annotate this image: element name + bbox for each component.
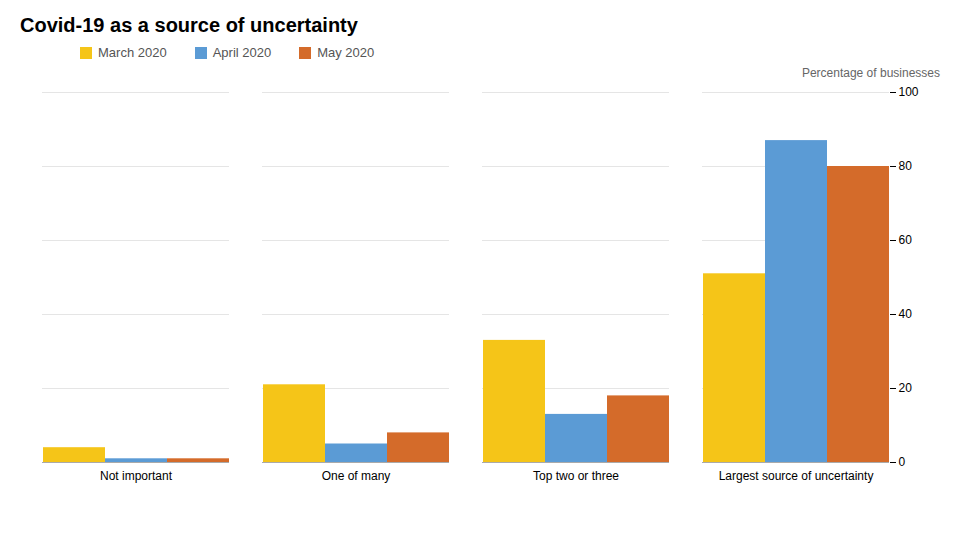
- svg-text:Largest source of uncertainty: Largest source of uncertainty: [719, 469, 874, 483]
- svg-text:Top two or three: Top two or three: [533, 469, 619, 483]
- svg-text:0: 0: [899, 455, 906, 469]
- html-text:March 2020: March 2020: [98, 45, 167, 60]
- svg-text:20: 20: [899, 381, 913, 395]
- html-text:April 2020: April 2020: [212, 45, 272, 60]
- svg-text:60: 60: [899, 233, 913, 247]
- svg-text:Not important: Not important: [100, 469, 173, 483]
- svg-text:40: 40: [899, 307, 913, 321]
- html-text:May 2020: May 2020: [317, 45, 375, 60]
- svg-text:80: 80: [899, 159, 913, 173]
- svg-text:One of many: One of many: [322, 469, 391, 483]
- html-text:Covid-19 as a source of uncert: Covid-19 as a source of uncertainty: [20, 14, 358, 36]
- svg-text:100: 100: [899, 85, 919, 99]
- html-text:Percentage of businesses: Percentage of businesses: [801, 66, 940, 80]
